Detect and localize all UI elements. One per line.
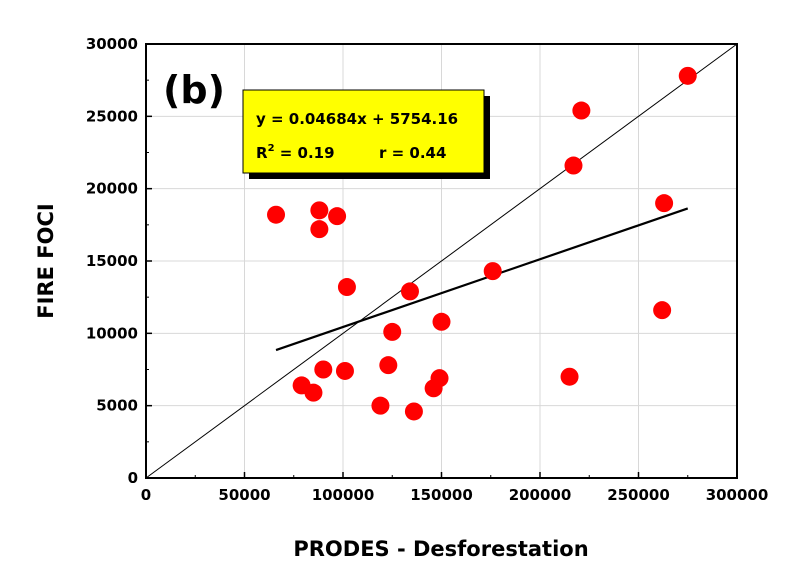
y-tick-label: 30000 — [86, 35, 138, 53]
equation-box: y = 0.04684x + 5754.16 R2 = 0.19 r = 0.4… — [242, 89, 490, 179]
x-tick-label: 150000 — [410, 486, 473, 504]
data-point — [337, 278, 356, 297]
y-tick-label: 0 — [128, 469, 138, 487]
r-squared-r: R — [256, 144, 268, 162]
r-value-label: r = 0.44 — [379, 144, 446, 162]
data-point — [678, 66, 697, 85]
data-point — [310, 220, 329, 239]
data-point — [653, 301, 672, 320]
y-tick-label: 10000 — [86, 324, 138, 342]
y-axis-title: FIRE FOCI — [34, 203, 58, 318]
r-squared-label: R2 = 0.19 — [256, 143, 335, 162]
identity-line — [145, 43, 738, 479]
equation-box-fill — [242, 89, 485, 174]
data-point — [310, 201, 329, 220]
r-squared-value: = 0.19 — [275, 144, 335, 162]
data-point — [564, 156, 583, 175]
x-axis-title: PRODES - Desforestation — [293, 537, 588, 561]
regression-equation: y = 0.04684x + 5754.16 — [256, 110, 458, 128]
y-tick-label: 20000 — [86, 180, 138, 198]
data-point — [335, 361, 354, 380]
r-squared-sup: 2 — [268, 143, 275, 154]
data-point — [304, 383, 323, 402]
regression-line — [275, 207, 689, 352]
data-point — [655, 194, 674, 213]
x-tick-label: 100000 — [312, 486, 375, 504]
y-tick-label: 25000 — [86, 107, 138, 125]
x-tick-label: 300000 — [706, 486, 769, 504]
data-point — [328, 207, 347, 226]
data-point — [383, 322, 402, 341]
data-point — [430, 369, 449, 388]
data-point — [404, 402, 423, 421]
data-point — [483, 262, 502, 281]
data-point — [432, 312, 451, 331]
data-points — [267, 66, 697, 421]
x-tick-label: 0 — [141, 486, 151, 504]
x-tick-label: 50000 — [218, 486, 270, 504]
data-point — [400, 282, 419, 301]
panel-label: (b) — [163, 68, 225, 112]
data-point — [560, 367, 579, 386]
data-point — [314, 360, 333, 379]
data-point — [371, 396, 390, 415]
data-point — [379, 356, 398, 375]
plot-frame — [145, 43, 738, 479]
data-point — [572, 101, 591, 120]
x-tick-label: 200000 — [509, 486, 572, 504]
y-tick-label: 5000 — [96, 397, 138, 415]
data-point — [267, 205, 286, 224]
x-tick-label: 250000 — [607, 486, 670, 504]
y-tick-label: 15000 — [86, 252, 138, 270]
